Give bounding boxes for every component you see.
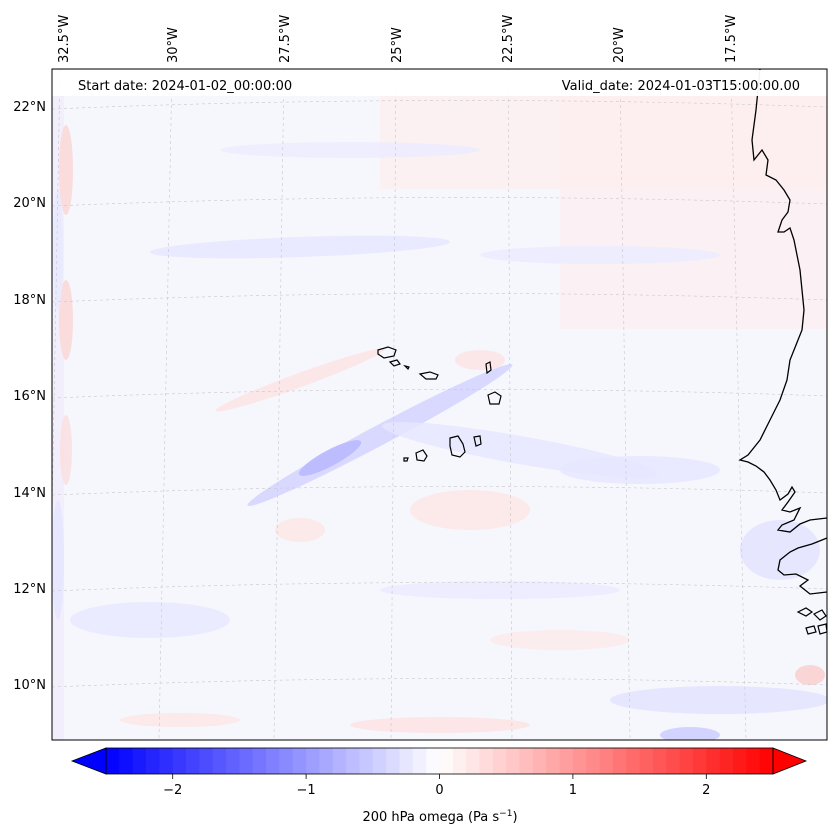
colorbar-cell: [586, 748, 600, 774]
colorbar-cell: [266, 748, 280, 774]
colorbar-cell: [692, 748, 707, 774]
colorbar-cell: [372, 748, 387, 774]
lon-label: 17.5°W: [724, 15, 739, 63]
lon-label: 20°W: [612, 27, 627, 63]
lon-labels: 32.5°W 30°W 27.5°W 25°W 22.5°W 20°W 17.5…: [57, 15, 739, 63]
cape-verde-islands: [377, 346, 502, 462]
colorbar-cell: [292, 748, 307, 774]
colorbar-cell: [239, 748, 254, 774]
colorbar-cell: [332, 748, 347, 774]
colorbar-cell: [386, 748, 400, 774]
lon-label: 27.5°W: [278, 15, 293, 63]
coastline-bijagos: [796, 607, 828, 635]
colorbar-cell: [706, 748, 721, 774]
colorbar-cell: [399, 748, 414, 774]
colorbar-cell: [639, 748, 654, 774]
island-santo-antao: [377, 346, 397, 359]
colorbar-cell: [506, 748, 520, 774]
colorbar-tick-label: 0: [435, 783, 443, 798]
island-sal: [485, 361, 492, 375]
colorbar-label: 200 hPa omega (Pa s−1): [362, 809, 517, 825]
colorbar-cell: [212, 748, 227, 774]
lat-label: 18°N: [13, 293, 46, 308]
colorbar-cell: [666, 748, 681, 774]
lat-label: 22°N: [13, 100, 46, 115]
lat-label: 12°N: [13, 582, 46, 597]
island-boa-vista: [487, 391, 502, 405]
coastline-west-africa: [738, 68, 828, 533]
colorbar-cell: [519, 748, 534, 774]
island-sao-nicolau: [418, 371, 439, 380]
colorbar-tick-label: 1: [569, 783, 577, 798]
island-maio: [473, 435, 482, 447]
colorbar-tick-label: −1: [297, 783, 316, 798]
lat-label: 20°N: [13, 196, 46, 211]
colorbar-cell: [452, 748, 467, 774]
colorbar-cell: [319, 748, 334, 774]
colorbar: −2 −1 0 1 2 200 hPa omega (Pa s−1): [70, 747, 808, 825]
lat-label: 10°N: [13, 678, 46, 693]
lon-label: 25°W: [390, 27, 405, 63]
colorbar-cell: [626, 748, 640, 774]
colorbar-cell: [746, 748, 761, 774]
island-sao-vicente: [388, 359, 401, 367]
colorbar-cell: [252, 748, 267, 774]
lat-label: 16°N: [13, 389, 46, 404]
colorbar-cell: [466, 748, 480, 774]
colorbar-cell: [306, 748, 320, 774]
colorbar-cell: [439, 748, 454, 774]
gridlines: [52, 69, 827, 740]
colorbar-cell: [572, 748, 587, 774]
colorbar-cell: [679, 748, 694, 774]
island-santiago: [449, 435, 466, 458]
colorbar-ticks: −2 −1 0 1 2: [163, 774, 710, 798]
island-fogo: [415, 449, 428, 462]
start-date-label: Start date: 2024-01-02_00:00:00: [78, 79, 292, 94]
colorbar-cell: [559, 748, 574, 774]
colorbar-extend-high: [772, 747, 808, 775]
colorbar-cell: [479, 748, 494, 774]
colorbar-cell: [426, 748, 440, 774]
colorbar-cell: [199, 748, 214, 774]
colorbar-cell: [346, 748, 360, 774]
colorbar-cell: [172, 748, 187, 774]
colorbar-cell: [359, 748, 374, 774]
colorbar-cell: [492, 748, 507, 774]
coastline-guinea: [777, 537, 828, 595]
lat-labels: 22°N 20°N 18°N 16°N 14°N 12°N 10°N: [13, 100, 46, 693]
colorbar-cell: [119, 748, 134, 774]
colorbar-cell: [412, 748, 427, 774]
island-santa-luzia: [403, 364, 410, 371]
colorbar-cell: [146, 748, 160, 774]
island-brava: [403, 457, 409, 462]
lat-label: 14°N: [13, 486, 46, 501]
colorbar-extend-low: [70, 747, 107, 775]
colorbar-cell: [279, 748, 294, 774]
colorbar-cell: [106, 748, 120, 774]
colorbar-cell: [132, 748, 147, 774]
header-band: [52, 70, 827, 96]
colorbar-cell: [732, 748, 747, 774]
colorbar-cell: [186, 748, 200, 774]
colorbar-tick-label: −2: [163, 783, 182, 798]
colorbar-cell: [226, 748, 240, 774]
colorbar-tick-label: 2: [702, 783, 710, 798]
map-frame: [51, 68, 828, 741]
colorbar-cell: [599, 748, 614, 774]
colorbar-cell: [719, 748, 734, 774]
lon-label: 30°W: [166, 27, 181, 63]
colorbar-cell: [532, 748, 547, 774]
colorbar-cell: [159, 748, 174, 774]
valid-date-label: Valid_date: 2024-01-03T15:00:00.00: [562, 79, 800, 94]
colorbar-cell: [612, 748, 627, 774]
map-panel: Start date: 2024-01-02_00:00:00 Valid_da…: [51, 68, 828, 741]
lon-label: 22.5°W: [501, 15, 516, 63]
colorbar-cell: [546, 748, 560, 774]
colorbar-cells: [106, 748, 774, 774]
colorbar-cell: [759, 748, 774, 774]
lon-label: 32.5°W: [57, 15, 72, 63]
colorbar-cell: [652, 748, 667, 774]
